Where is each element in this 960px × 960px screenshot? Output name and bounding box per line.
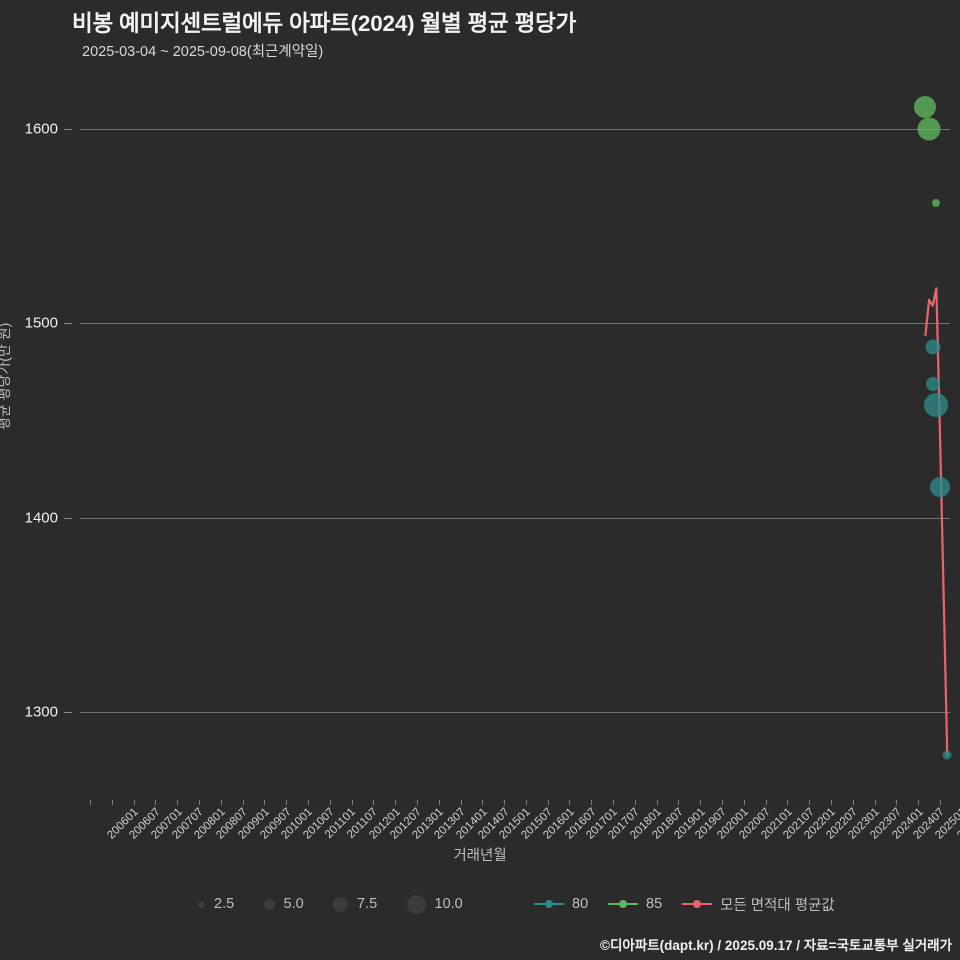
average-line-path	[924, 287, 949, 757]
scatter-point[interactable]	[917, 117, 941, 141]
scatter-point[interactable]	[942, 750, 952, 760]
x-axis-tick-mark	[743, 800, 745, 805]
y-axis-tick-mark	[64, 128, 72, 130]
y-axis-tick-label: 1300	[24, 703, 58, 721]
legend-series-label: 80	[572, 896, 589, 912]
gridline	[80, 712, 950, 714]
x-axis-tick-mark	[831, 800, 833, 805]
x-axis-tick-mark	[722, 800, 724, 805]
scatter-point[interactable]	[930, 476, 950, 497]
y-axis-tick-label: 1400	[24, 509, 58, 527]
x-axis-tick-mark	[787, 800, 789, 805]
x-axis-ticks: 200601 200607 200701 200707 200801 200807 2009…	[0, 800, 960, 860]
y-axis-tick-label: 1500	[24, 314, 58, 332]
x-axis-tick-mark	[656, 800, 658, 805]
x-axis-tick-mark	[700, 800, 702, 805]
x-axis-tick-mark	[765, 800, 767, 805]
page-title: 비봉 예미지센트럴에듀 아파트(2024) 월별 평균 평당가	[72, 11, 577, 36]
y-axis-tick-mark	[64, 517, 72, 519]
legend-size-dot-icon	[406, 894, 426, 914]
x-axis-label: 거래년월	[453, 848, 507, 864]
scatter-point[interactable]	[914, 96, 937, 119]
legend-size-item[interactable]: 2.5	[198, 884, 234, 924]
legend-color-swatch-icon	[608, 900, 638, 908]
x-axis-tick-mark	[264, 800, 266, 805]
x-axis-tick-mark	[111, 800, 113, 805]
x-axis-tick-mark	[220, 800, 222, 805]
scatter-point[interactable]	[932, 198, 941, 207]
x-axis-tick-mark	[918, 800, 920, 805]
legend-size-dot-icon	[198, 900, 205, 908]
gridline	[80, 128, 950, 130]
legend-size-dot-icon	[333, 896, 348, 912]
x-axis-tick-mark	[591, 800, 593, 805]
legend-color-swatch-icon	[682, 900, 712, 908]
x-axis-tick-mark	[809, 800, 811, 805]
gridline	[80, 517, 950, 519]
y-axis-tick-label: 1600	[24, 120, 58, 138]
legend-size-label: 7.5	[357, 896, 378, 912]
x-axis-tick-mark	[678, 800, 680, 805]
source-credit: ©디아파트(dapt.kr) / 2025.09.17 / 자료=국토교통부 실…	[600, 938, 952, 953]
legend-series-item[interactable]: 모든 면적대 평균값	[682, 884, 835, 924]
x-axis-tick-mark	[438, 800, 440, 805]
x-axis-tick-mark	[329, 800, 331, 805]
chart-subtitle: 2025-03-04 ~ 2025-09-08(최근계약일)	[82, 44, 324, 60]
x-axis-tick-mark	[482, 800, 484, 805]
x-axis-tick-mark	[525, 800, 527, 805]
legend-size-item[interactable]: 7.5	[333, 884, 377, 924]
legend-size-label: 2.5	[214, 896, 235, 912]
x-axis-tick-mark	[242, 800, 244, 805]
x-axis-tick-mark	[874, 800, 876, 805]
legend-size-item[interactable]: 5.0	[263, 884, 304, 924]
x-axis-tick-mark	[896, 800, 898, 805]
x-axis-tick-mark	[940, 800, 941, 805]
scatter-point[interactable]	[925, 339, 941, 355]
legend-size-label: 5.0	[283, 896, 304, 912]
scatter-point[interactable]	[925, 376, 940, 391]
y-axis-tick-mark	[64, 712, 72, 714]
y-axis-label: 평균 평당가(만 원)	[0, 322, 12, 430]
legend-series-label: 모든 면적대 평균값	[720, 897, 835, 914]
x-axis-tick-mark	[155, 800, 157, 805]
gridline	[80, 323, 950, 325]
plot-area	[80, 80, 952, 800]
legend-size-dot-icon	[263, 898, 275, 910]
legend-series-item[interactable]: 80	[534, 884, 588, 924]
scatter-point[interactable]	[924, 392, 949, 417]
x-axis-tick-mark	[613, 800, 615, 805]
x-axis-tick-mark	[286, 800, 288, 805]
legend-size-item[interactable]: 10.0	[406, 884, 463, 924]
legend-color-swatch-icon	[534, 900, 564, 908]
x-axis-tick-mark	[177, 800, 179, 805]
x-axis-tick-mark	[460, 800, 462, 805]
x-axis-tick-mark	[395, 800, 397, 805]
x-axis-tick-mark	[504, 800, 506, 805]
chart-legend: 2.5 5.0 7.5 10.0 80 85 모든 면적대 평균값	[0, 884, 960, 924]
x-axis-tick-mark	[351, 800, 353, 805]
y-axis-ticks: 1300 1400 1500 1600	[0, 80, 72, 800]
x-axis-tick-mark	[373, 800, 375, 805]
x-axis-tick-mark	[133, 800, 135, 805]
y-axis-tick-mark	[64, 323, 72, 325]
x-axis-tick-mark	[547, 800, 549, 805]
x-axis-tick-mark	[198, 800, 200, 805]
legend-series-item[interactable]: 85	[608, 884, 662, 924]
x-axis-tick-mark	[307, 800, 309, 805]
average-line-series	[924, 287, 949, 757]
legend-series-label: 85	[646, 896, 663, 912]
x-axis-tick-mark	[634, 800, 636, 805]
x-axis-tick-mark	[852, 800, 854, 805]
x-axis-tick-mark	[90, 800, 91, 805]
x-axis-tick-mark	[416, 800, 418, 805]
x-axis-tick-mark	[569, 800, 571, 805]
legend-size-label: 10.0	[434, 896, 463, 912]
